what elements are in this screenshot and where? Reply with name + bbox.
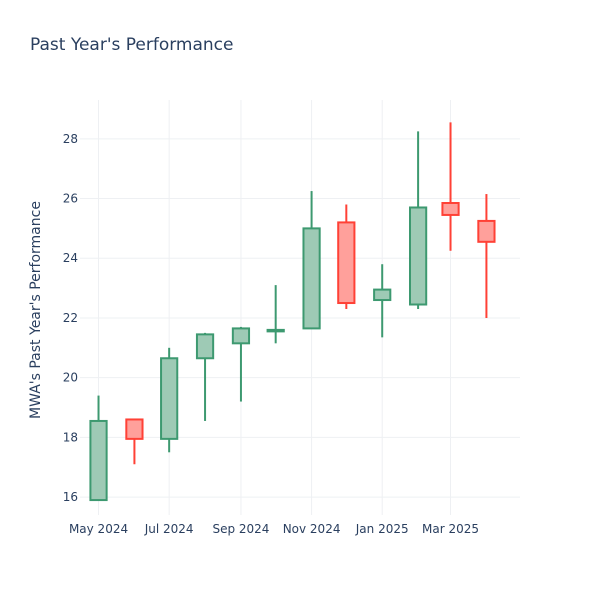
x-tick-label: Sep 2024 (212, 522, 269, 536)
candle-increasing (266, 285, 285, 344)
x-tick-label: Jul 2024 (144, 522, 194, 536)
x-tick-label: May 2024 (69, 522, 128, 536)
x-tick-label: Nov 2024 (283, 522, 341, 536)
candle-increasing (195, 332, 215, 421)
candle-body (231, 327, 251, 345)
x-axis-ticks: May 2024 Jul 2024 Sep 2024 Nov 2024 Jan 2025… (69, 522, 479, 536)
candle-body (160, 357, 179, 440)
grid (80, 100, 520, 515)
y-tick-label: 18 (63, 430, 78, 444)
candle-increasing (373, 264, 392, 338)
chart-title: Past Year's Performance (30, 35, 234, 55)
candle-body (125, 418, 144, 440)
y-tick-label: 28 (63, 132, 78, 146)
candle-decreasing (441, 122, 460, 251)
candle-decreasing (125, 418, 144, 465)
y-axis-title: MWA's Past Year's Performance (28, 201, 44, 419)
candle-increasing (160, 347, 179, 453)
y-tick-label: 16 (63, 490, 78, 504)
y-tick-label: 24 (63, 251, 78, 265)
y-tick-label: 22 (63, 311, 78, 325)
candle-body (409, 206, 428, 306)
candle-decreasing (477, 194, 496, 318)
candle-increasing (231, 326, 251, 402)
candle-body (441, 202, 460, 216)
y-tick-label: 20 (63, 371, 78, 385)
candle-increasing (302, 191, 321, 330)
x-tick-label: Jan 2025 (355, 522, 409, 536)
candles (89, 122, 496, 502)
candle-increasing (89, 395, 108, 502)
candle-decreasing (337, 204, 356, 309)
candle-body (302, 227, 321, 330)
candle-body (373, 288, 392, 302)
y-axis-ticks: 16 18 20 22 24 26 28 (63, 132, 78, 504)
candle-body (195, 333, 215, 360)
candle-body (337, 221, 356, 305)
candle-increasing (409, 131, 428, 309)
y-tick-label: 26 (63, 192, 78, 206)
x-tick-label: Mar 2025 (422, 522, 479, 536)
candle-body (89, 419, 108, 502)
candle-body (266, 328, 285, 333)
candle-body (477, 219, 496, 243)
